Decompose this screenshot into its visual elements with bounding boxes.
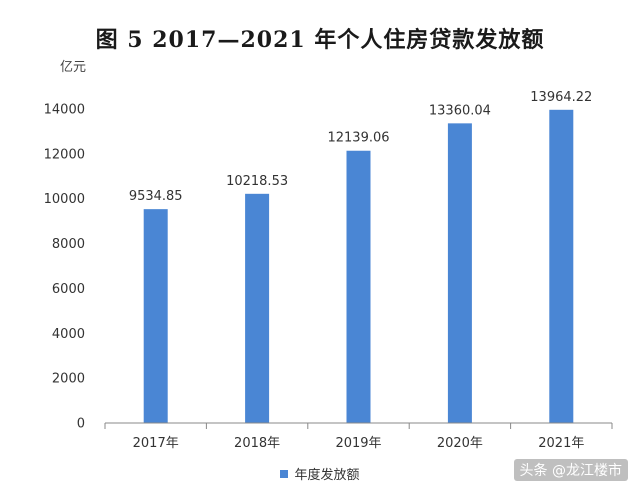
y-tick-label: 8000 xyxy=(52,237,85,252)
bar-2017年 xyxy=(143,209,168,423)
y-tick-label: 2000 xyxy=(52,372,85,387)
y-tick-label: 12000 xyxy=(44,147,85,162)
legend-swatch xyxy=(280,470,289,478)
legend-label: 年度发放额 xyxy=(294,468,360,483)
watermark: 头条 @龙江楼市 xyxy=(513,459,628,481)
y-tick-label: 0 xyxy=(77,417,85,432)
bar-2018年 xyxy=(245,193,270,423)
x-tick-label: 2021年 xyxy=(538,436,584,451)
bar-2020年 xyxy=(447,123,472,423)
x-tick-label: 2017年 xyxy=(133,436,179,451)
bar-2019年 xyxy=(346,150,371,423)
data-label: 9534.85 xyxy=(129,189,183,204)
chart-legend: 年度发放额 xyxy=(0,464,640,483)
x-tick-label: 2019年 xyxy=(335,436,381,451)
x-tick-label: 2020年 xyxy=(437,436,483,451)
x-tick-label: 2018年 xyxy=(234,436,280,451)
y-tick-label: 10000 xyxy=(44,192,85,207)
data-label: 13360.04 xyxy=(429,103,491,118)
y-tick-label: 6000 xyxy=(52,282,85,297)
data-label: 13964.22 xyxy=(530,90,592,105)
data-label: 12139.06 xyxy=(327,131,389,146)
y-axis-unit: 亿元 xyxy=(60,60,87,75)
bar-2021年 xyxy=(549,109,574,424)
data-label: 10218.53 xyxy=(226,174,288,189)
y-tick-label: 4000 xyxy=(52,327,85,342)
y-tick-label: 14000 xyxy=(44,103,85,118)
chart-title: 图 5 2017—2021 年个人住房贷款发放额 xyxy=(95,27,545,53)
